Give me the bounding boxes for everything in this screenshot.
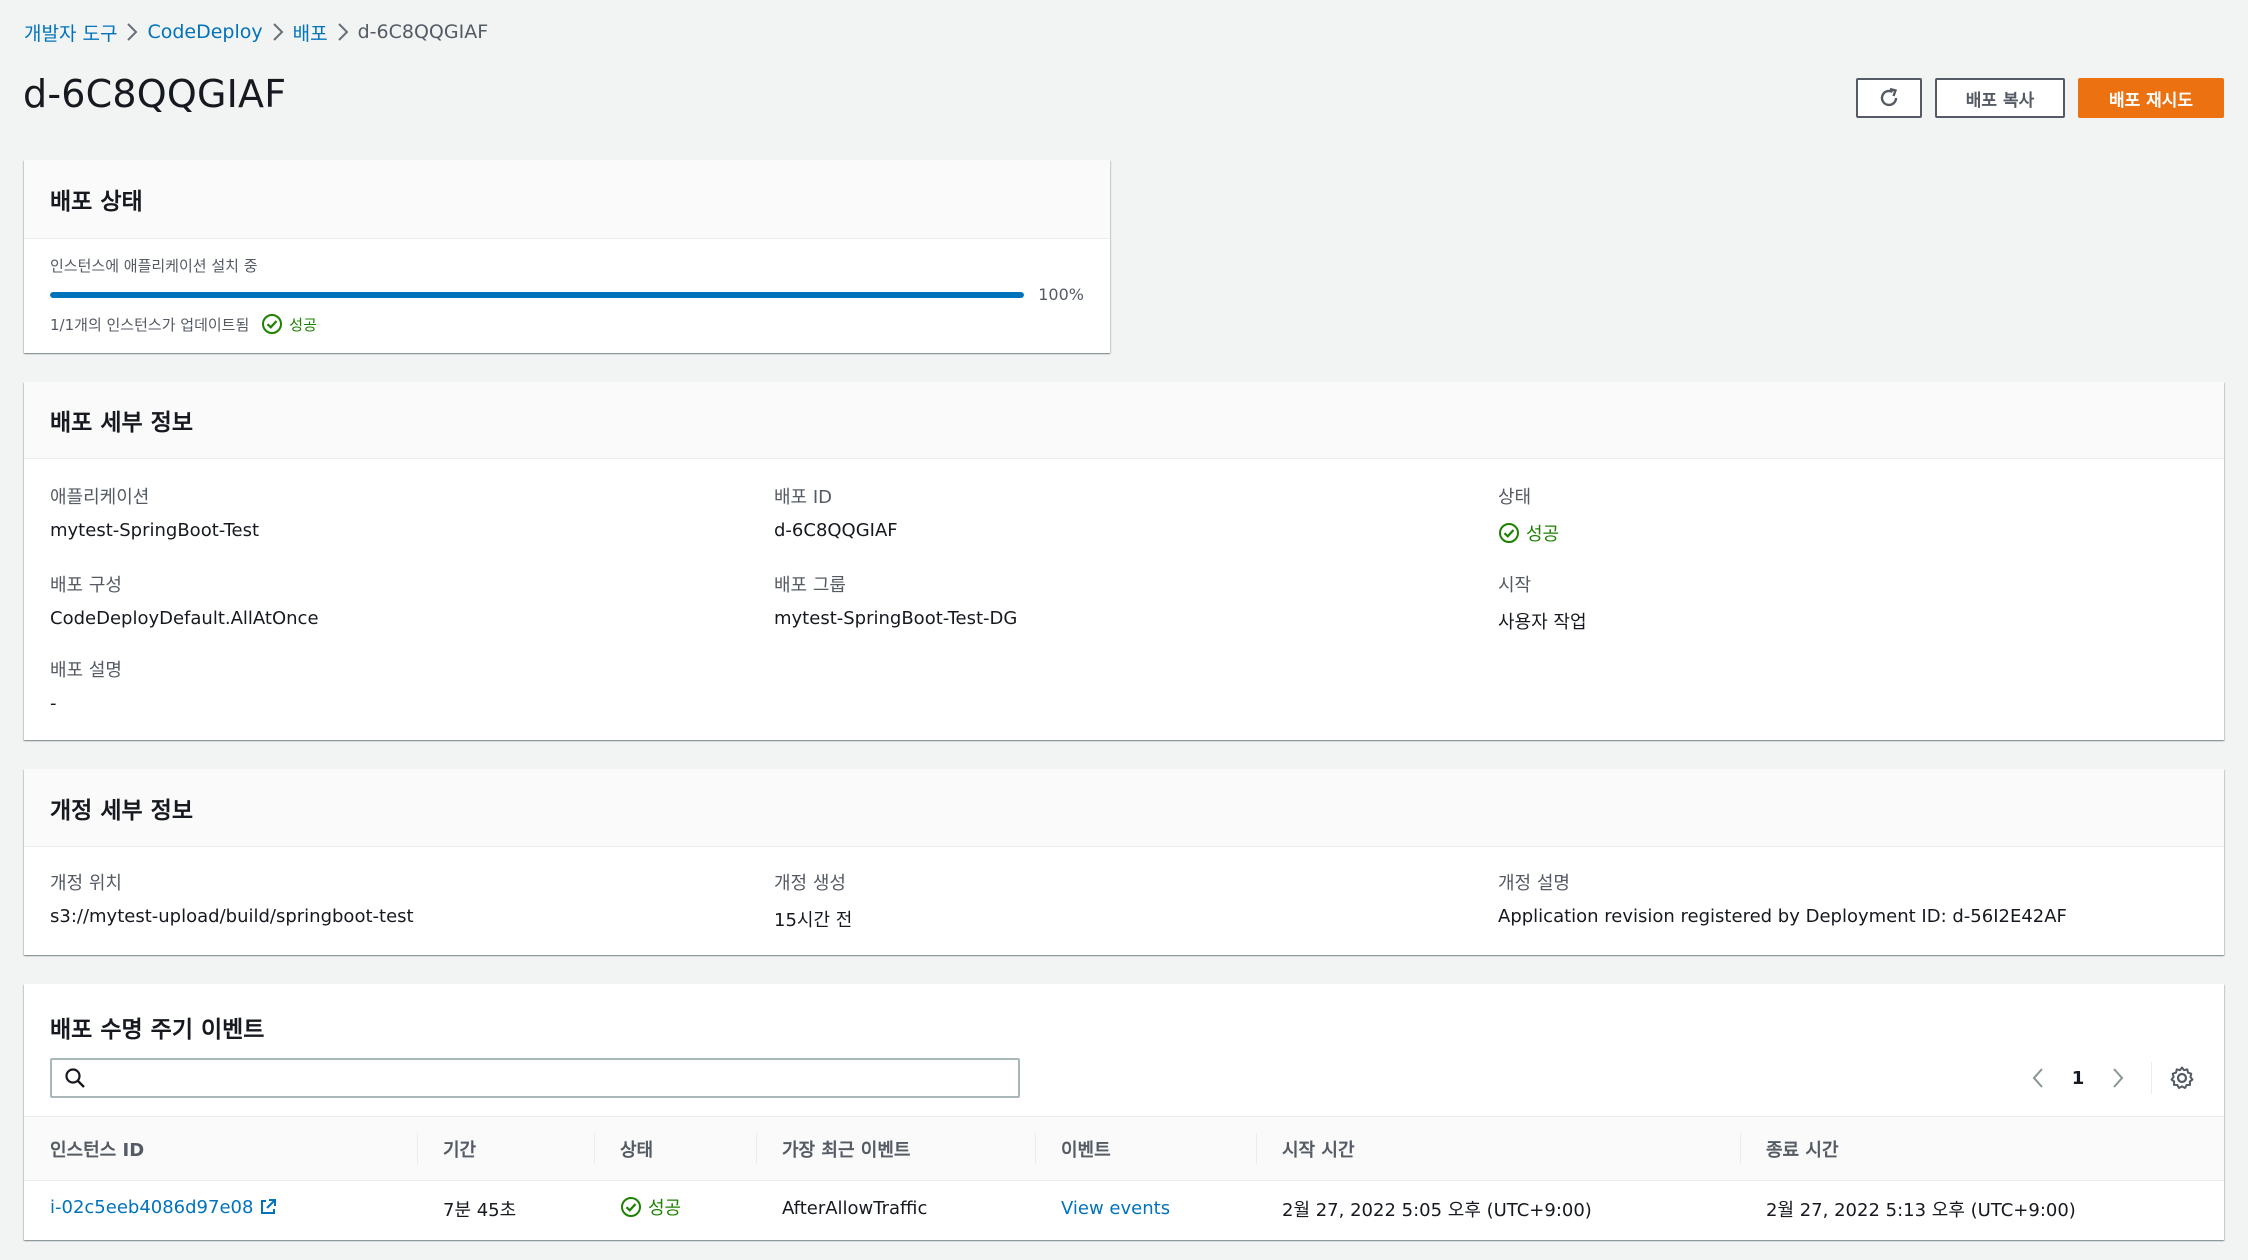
panel-title: 배포 세부 정보 bbox=[50, 410, 193, 436]
revision-details-panel: 개정 세부 정보 개정 위치 s3://mytest-upload/build/… bbox=[24, 769, 2224, 955]
retry-deployment-button[interactable]: 배포 재시도 bbox=[2078, 78, 2224, 118]
progress-fill bbox=[50, 291, 1025, 298]
view-events-link[interactable]: View events bbox=[1061, 1198, 1171, 1220]
success-icon bbox=[621, 1197, 641, 1218]
status-badge: 성공 bbox=[1498, 520, 1559, 546]
deployment-config-link[interactable]: CodeDeployDefault.AllAtOnce bbox=[50, 608, 319, 629]
current-page[interactable]: 1 bbox=[2071, 1067, 2085, 1089]
panel-title: 배포 수명 주기 이벤트 bbox=[50, 1017, 265, 1043]
deployment-id-label: 배포 ID bbox=[774, 487, 833, 508]
status-text: 성공 bbox=[648, 1198, 682, 1220]
progress-label: 인스턴스에 애플리케이션 설치 중 bbox=[50, 257, 258, 275]
start-time-cell: 2월 27, 2022 5:05 오후 (UTC+9:00) bbox=[1282, 1199, 1592, 1221]
progress-bar bbox=[50, 291, 1025, 298]
page-title: d-6C8QQGIAF bbox=[23, 72, 287, 116]
panel-title: 개정 세부 정보 bbox=[50, 797, 193, 824]
chevron-right-icon bbox=[328, 22, 358, 42]
settings-gear-icon[interactable] bbox=[2166, 1062, 2198, 1094]
deployment-description-label: 배포 설명 bbox=[50, 660, 122, 681]
status-badge: 성공 bbox=[620, 1194, 681, 1220]
status-text: 성공 bbox=[1526, 524, 1560, 545]
last-event-cell: AfterAllowTraffic bbox=[782, 1198, 928, 1220]
divider bbox=[2151, 1062, 2152, 1094]
column-header-duration[interactable]: 기간 bbox=[417, 1117, 594, 1181]
breadcrumb: 개발자 도구 CodeDeploy 배포 d-6C8QQGIAF bbox=[24, 18, 488, 46]
column-header-start-time[interactable]: 시작 시간 bbox=[1256, 1117, 1740, 1181]
instances-updated-text: 1/1개의 인스턴스가 업데이트됨 bbox=[50, 315, 250, 334]
duration-cell: 7분 45초 bbox=[443, 1199, 517, 1221]
status-label: 상태 bbox=[1498, 487, 1532, 508]
column-header-instance-id[interactable]: 인스턴스 ID bbox=[50, 1139, 145, 1161]
success-icon bbox=[1499, 523, 1519, 543]
breadcrumb-developer-tools[interactable]: 개발자 도구 bbox=[24, 22, 118, 45]
panel-header: 배포 상태 bbox=[24, 160, 1110, 239]
deployment-id-value: d-6C8QQGIAF bbox=[774, 520, 898, 541]
revision-description-label: 개정 설명 bbox=[1498, 873, 1570, 894]
application-label: 애플리케이션 bbox=[50, 487, 150, 508]
angle-left-icon[interactable] bbox=[2023, 1063, 2053, 1093]
table-row: i-02c5eeb4086d97e08 7분 45초 성공 AfterAllow… bbox=[24, 1181, 2224, 1237]
status-text: 성공 bbox=[289, 315, 317, 334]
column-header-events[interactable]: 이벤트 bbox=[1035, 1117, 1256, 1181]
header-actions: 배포 복사 배포 재시도 bbox=[1856, 78, 2224, 118]
column-header-end-time[interactable]: 종료 시간 bbox=[1740, 1117, 2224, 1181]
instance-id-link[interactable]: i-02c5eeb4086d97e08 bbox=[50, 1196, 254, 1218]
events-table: 인스턴스 ID 기간 상태 가장 최근 이벤트 이벤트 시작 시간 종료 시간 … bbox=[24, 1116, 2224, 1237]
copy-deployment-button[interactable]: 배포 복사 bbox=[1935, 78, 2065, 118]
revision-created-label: 개정 생성 bbox=[774, 873, 846, 894]
refresh-icon bbox=[1880, 87, 1898, 107]
status-badge: 성공 bbox=[261, 313, 317, 335]
breadcrumb-codedeploy[interactable]: CodeDeploy bbox=[147, 21, 263, 43]
deployment-config-label: 배포 구성 bbox=[50, 575, 122, 596]
deployment-group-label: 배포 그룹 bbox=[774, 575, 846, 596]
deployment-details-panel: 배포 세부 정보 애플리케이션 mytest-SpringBoot-Test 배… bbox=[24, 382, 2224, 740]
panel-header: 배포 세부 정보 bbox=[24, 382, 2224, 459]
search-field[interactable] bbox=[50, 1058, 1020, 1098]
search-icon bbox=[65, 1068, 85, 1088]
deployment-status-panel: 배포 상태 인스턴스에 애플리케이션 설치 중 100% 1/1개의 인스턴스가… bbox=[24, 160, 1110, 353]
revision-location-label: 개정 위치 bbox=[50, 873, 122, 894]
search-input[interactable] bbox=[94, 1061, 1018, 1095]
initiated-by-label: 시작 bbox=[1498, 575, 1532, 596]
deployment-description-value: - bbox=[50, 693, 57, 714]
breadcrumb-current: d-6C8QQGIAF bbox=[357, 21, 489, 43]
lifecycle-events-panel: 배포 수명 주기 이벤트 1 bbox=[24, 984, 2224, 1240]
revision-description-value: Application revision registered by Deplo… bbox=[1498, 906, 2067, 927]
breadcrumb-deployments[interactable]: 배포 bbox=[292, 22, 328, 45]
success-icon bbox=[262, 314, 283, 334]
deployment-group-link[interactable]: mytest-SpringBoot-Test-DG bbox=[774, 608, 1018, 629]
end-time-cell: 2월 27, 2022 5:13 오후 (UTC+9:00) bbox=[1766, 1199, 2076, 1221]
panel-title: 배포 상태 bbox=[50, 189, 143, 215]
application-link[interactable]: mytest-SpringBoot-Test bbox=[50, 520, 260, 541]
column-header-last-event[interactable]: 가장 최근 이벤트 bbox=[756, 1117, 1035, 1181]
chevron-right-icon bbox=[263, 22, 293, 42]
external-link-icon[interactable] bbox=[259, 1198, 277, 1221]
revision-location-link[interactable]: s3://mytest-upload/build/springboot-test bbox=[50, 906, 414, 927]
panel-header: 개정 세부 정보 bbox=[24, 769, 2224, 847]
angle-right-icon[interactable] bbox=[2103, 1063, 2133, 1093]
refresh-button[interactable] bbox=[1856, 78, 1922, 118]
revision-created-value: 15시간 전 bbox=[774, 910, 853, 931]
chevron-right-icon bbox=[117, 22, 147, 42]
column-header-status[interactable]: 상태 bbox=[594, 1117, 756, 1181]
initiated-by-value: 사용자 작업 bbox=[1498, 612, 1587, 633]
pagination: 1 bbox=[2023, 1062, 2198, 1094]
progress-percent: 100% bbox=[1038, 285, 1084, 304]
